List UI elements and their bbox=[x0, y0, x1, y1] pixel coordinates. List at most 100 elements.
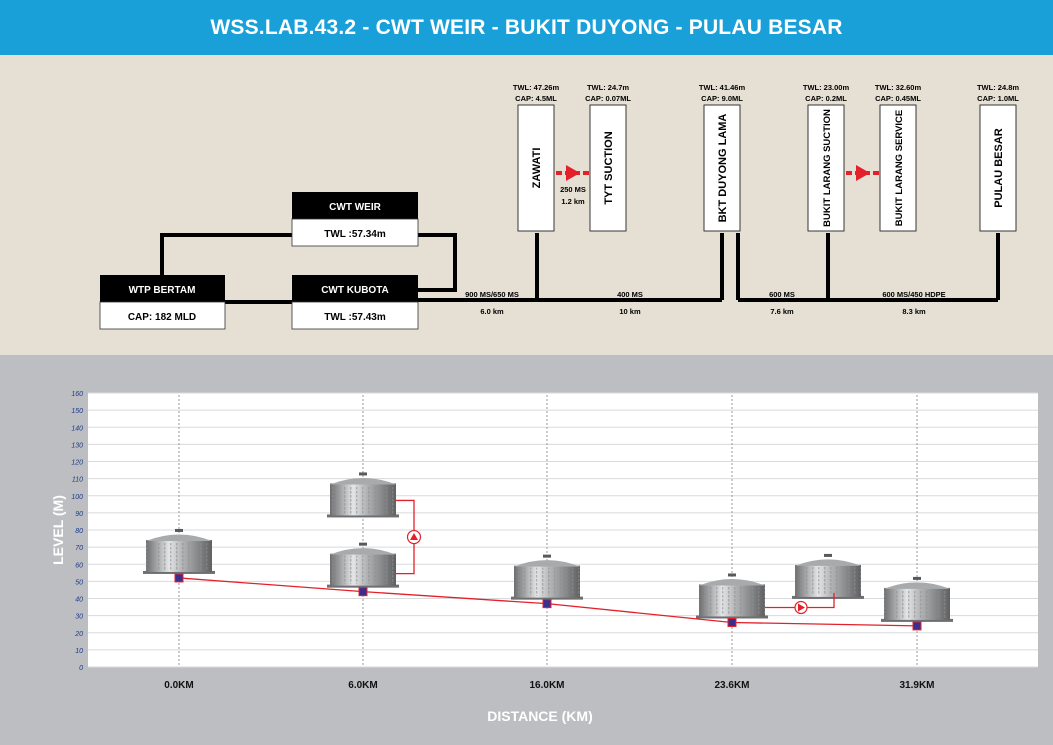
y-tick-label: 0 bbox=[79, 665, 83, 672]
pump-pipe bbox=[765, 592, 835, 609]
data-point-marker bbox=[912, 621, 922, 631]
tanks: TWL: 47.26m CAP: 4.5ML ZAWATI TWL: 24.7m CAP… bbox=[513, 83, 1019, 232]
pipe-length-label: 8.3 km bbox=[902, 307, 926, 316]
y-tick-label: 60 bbox=[75, 562, 83, 569]
tank-twl: TWL: 41.46m bbox=[699, 83, 746, 92]
box-cwt-weir: CWT WEIR TWL :57.34m bbox=[291, 192, 419, 247]
pipe-weir-kubota bbox=[418, 233, 457, 292]
box-title: WTP BERTAM bbox=[129, 285, 196, 296]
tank-cap: CAP: 4.5ML bbox=[515, 94, 557, 103]
tank-name: ZAWATI bbox=[531, 148, 543, 189]
tank-illustrations bbox=[143, 472, 953, 622]
series-line bbox=[174, 499, 922, 631]
y-tick-label: 30 bbox=[75, 614, 83, 621]
y-tick-label: 140 bbox=[71, 425, 83, 432]
x-tick-label: 16.0KM bbox=[529, 680, 564, 691]
tank-name: TYT SUCTION bbox=[603, 131, 615, 204]
pipe-length-label: 7.6 km bbox=[770, 307, 794, 316]
pipe-size-label: 400 MS bbox=[617, 290, 643, 299]
tank-name: PULAU BESAR bbox=[993, 128, 1005, 208]
page-title: WSS.LAB.43.2 - CWT WEIR - BUKIT DUYONG -… bbox=[0, 0, 1053, 55]
y-tick-label: 110 bbox=[72, 477, 83, 484]
pump-icon bbox=[566, 165, 580, 181]
data-point-marker bbox=[174, 573, 184, 583]
box-value: CAP: 182 MLD bbox=[128, 312, 196, 323]
tank-twl: TWL: 32.60m bbox=[875, 83, 922, 92]
tank-name: BUKIT LARANG SERVICE bbox=[894, 110, 905, 226]
x-tick-label: 31.9KM bbox=[899, 680, 934, 691]
hydraulic-profile-chart: 0 10 20 30 40 50 60 70 80 90 100 110 120 130 140 150 160… bbox=[50, 391, 1038, 724]
tank-name: BUKIT LARANG SUCTION bbox=[822, 109, 833, 227]
box-value: TWL :57.43m bbox=[324, 312, 386, 323]
tank-cap: CAP: 0.45ML bbox=[875, 94, 921, 103]
tank-cap: CAP: 9.0ML bbox=[701, 94, 743, 103]
schematic-diagram: CWT WEIR TWL :57.34m WTP BERTAM CAP: 182… bbox=[99, 83, 1019, 330]
pipe-length-label: 6.0 km bbox=[480, 307, 504, 316]
x-axis: 0.0KM 6.0KM 16.0KM 23.6KM 31.9KM bbox=[164, 680, 934, 691]
box-title: CWT KUBOTA bbox=[321, 285, 389, 296]
data-point-marker bbox=[727, 617, 737, 627]
y-tick-label: 80 bbox=[75, 528, 83, 535]
tank-tyt-suction: TWL: 24.7m CAP: 0.07ML TYT SUCTION bbox=[585, 83, 631, 232]
tank-cap: CAP: 0.2ML bbox=[805, 94, 847, 103]
tank-twl: TWL: 47.26m bbox=[513, 83, 560, 92]
data-point-marker bbox=[358, 587, 368, 597]
y-axis: 0 10 20 30 40 50 60 70 80 90 100 110 120 130 140 150 160 bbox=[71, 391, 83, 672]
tank-body bbox=[517, 104, 555, 232]
tank-twl: TWL: 24.7m bbox=[587, 83, 629, 92]
box-title: CWT WEIR bbox=[329, 202, 381, 213]
tank-illustration-elevated-1 bbox=[792, 553, 864, 599]
pipe-size-label: 900 MS/650 MS bbox=[465, 290, 519, 299]
transfer-pipes bbox=[556, 165, 880, 181]
tank-illustration-0 bbox=[143, 528, 215, 574]
y-tick-label: 50 bbox=[75, 579, 83, 586]
y-tick-label: 20 bbox=[74, 631, 83, 638]
tank-zawati: TWL: 47.26m CAP: 4.5ML ZAWATI bbox=[513, 83, 560, 232]
tank-cap: CAP: 0.07ML bbox=[585, 94, 631, 103]
tank-bkt-duyong-lama: TWL: 41.46m CAP: 9.0ML BKT DUYONG LAMA bbox=[699, 83, 746, 232]
y-axis-label: LEVEL (M) bbox=[50, 495, 66, 565]
tank-illustration-4 bbox=[881, 576, 953, 622]
profile-panel: 0 10 20 30 40 50 60 70 80 90 100 110 120 130 140 150 160… bbox=[0, 355, 1053, 745]
tank-body bbox=[703, 104, 741, 232]
pump-icon bbox=[856, 165, 870, 181]
y-tick-label: 120 bbox=[71, 460, 83, 467]
x-tick-label: 23.6KM bbox=[714, 680, 749, 691]
data-point-marker bbox=[542, 599, 552, 609]
tank-body bbox=[879, 104, 917, 232]
zawati-pipe-size: 250 MS bbox=[560, 185, 586, 194]
tank-illustration-1 bbox=[327, 542, 399, 588]
y-tick-label: 130 bbox=[71, 442, 83, 449]
y-tick-label: 70 bbox=[75, 545, 83, 552]
box-value: TWL :57.34m bbox=[324, 229, 386, 240]
tank-cap: CAP: 1.0ML bbox=[977, 94, 1019, 103]
tank-illustration-3 bbox=[696, 573, 768, 619]
y-tick-label: 90 bbox=[75, 511, 83, 518]
tank-body bbox=[979, 104, 1017, 232]
y-tick-label: 10 bbox=[75, 648, 83, 655]
tank-body bbox=[807, 104, 845, 232]
box-wtp-bertam: WTP BERTAM CAP: 182 MLD bbox=[99, 275, 226, 330]
pipe-size-label: 600 MS/450 HDPE bbox=[882, 290, 945, 299]
y-tick-label: 160 bbox=[71, 391, 83, 398]
y-tick-label: 150 bbox=[71, 408, 83, 415]
x-tick-label: 6.0KM bbox=[348, 680, 377, 691]
pump-arrow bbox=[798, 603, 805, 612]
x-tick-label: 0.0KM bbox=[164, 680, 193, 691]
tank-twl: TWL: 23.00m bbox=[803, 83, 850, 92]
tank-pulau-besar: TWL: 24.8m CAP: 1.0ML PULAU BESAR bbox=[977, 83, 1019, 232]
tank-twl: TWL: 24.8m bbox=[977, 83, 1019, 92]
pump-arrow bbox=[410, 533, 418, 541]
tank-body bbox=[589, 104, 627, 232]
pipe-length-label: 10 km bbox=[619, 307, 641, 316]
pipelines bbox=[160, 233, 1000, 304]
box-cwt-kubota: CWT KUBOTA TWL :57.43m bbox=[291, 275, 419, 330]
tank-name: BKT DUYONG LAMA bbox=[717, 114, 729, 223]
pipe-bertam-weir bbox=[160, 233, 292, 275]
x-axis-label: DISTANCE (KM) bbox=[487, 708, 593, 724]
y-tick-label: 40 bbox=[75, 597, 83, 604]
y-tick-label: 100 bbox=[71, 494, 83, 501]
grid bbox=[88, 392, 1038, 668]
tank-bukit-larang-service: TWL: 32.60m CAP: 0.45ML BUKIT LARANG SERVI… bbox=[875, 83, 922, 232]
schematic-panel: CWT WEIR TWL :57.34m WTP BERTAM CAP: 182… bbox=[0, 55, 1053, 355]
